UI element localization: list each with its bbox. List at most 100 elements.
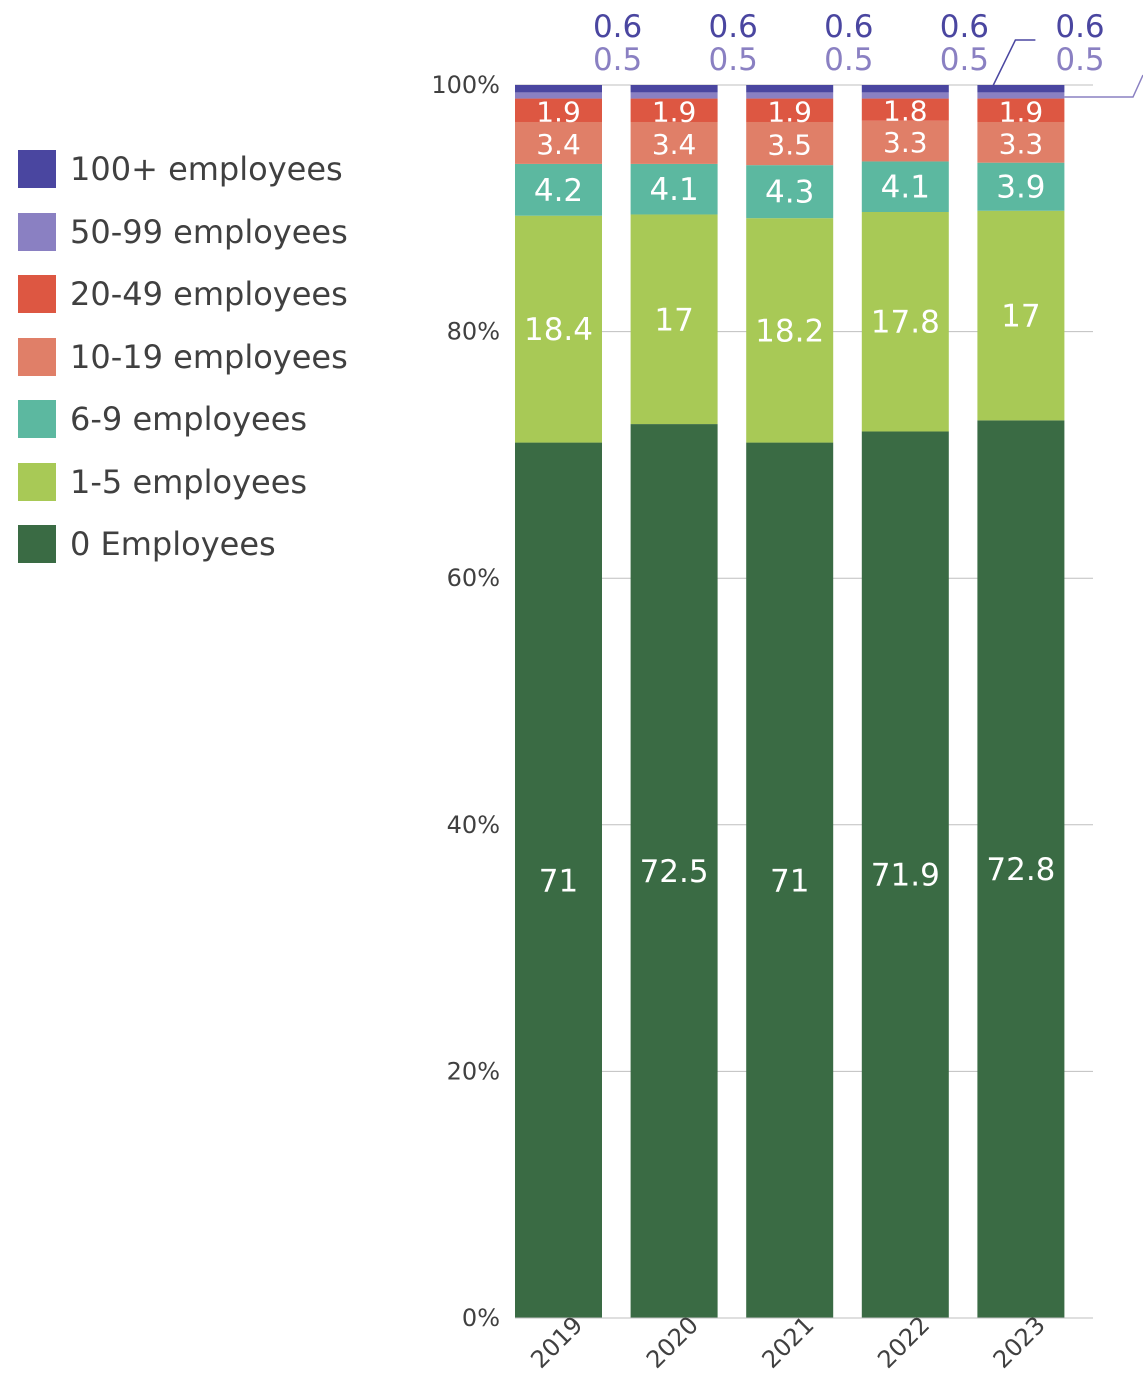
data-label: 0.5 <box>593 42 642 78</box>
data-label: 4.2 <box>534 173 583 209</box>
legend-swatch <box>18 337 56 376</box>
bar-segment <box>977 121 1065 163</box>
leader-line <box>991 39 1036 88</box>
legend-swatch <box>18 212 56 251</box>
data-label: 4.1 <box>881 170 930 206</box>
data-label: 0.5 <box>709 42 758 78</box>
data-label: 3.5 <box>767 129 812 162</box>
bar-segment <box>515 121 602 164</box>
bar-segment <box>515 163 602 216</box>
data-label: 71.9 <box>871 858 940 894</box>
data-label: 0.6 <box>709 9 758 45</box>
bar-segment <box>630 98 718 122</box>
data-label: 3.9 <box>996 170 1045 206</box>
y-tick-label: 100% <box>431 71 500 99</box>
bar-segment <box>861 211 949 432</box>
legend-label: 6-9 employees <box>70 400 308 439</box>
bar-segment <box>746 98 834 122</box>
data-label: 0.6 <box>593 9 642 45</box>
legend-item: 0 Employees <box>18 513 348 576</box>
legend-label: 10-19 employees <box>70 337 348 376</box>
bar-segment <box>861 98 949 121</box>
legend-item: 6-9 employees <box>18 388 348 451</box>
data-label: 0.6 <box>824 9 873 45</box>
data-label: 4.3 <box>765 175 814 211</box>
legend-swatch <box>18 462 56 501</box>
legend-label: 100+ employees <box>70 150 343 189</box>
bar-segment <box>977 162 1065 211</box>
data-label: 18.2 <box>755 313 824 349</box>
data-label: 72.8 <box>986 852 1055 888</box>
x-tick-label: 2020 <box>641 1311 704 1374</box>
y-tick-label: 0% <box>462 1304 500 1332</box>
bar-segment <box>515 98 602 122</box>
bar-segment <box>746 218 834 443</box>
bar-segment <box>630 424 718 1318</box>
y-tick-label: 60% <box>447 564 500 592</box>
legend-swatch <box>18 400 56 439</box>
x-tick-label: 2021 <box>757 1311 820 1374</box>
data-label: 1.9 <box>652 95 697 128</box>
bar-segment <box>630 121 718 164</box>
data-label: 17 <box>654 302 693 338</box>
data-label: 1.8 <box>883 95 928 128</box>
y-tick-label: 20% <box>447 1057 500 1085</box>
data-label: 3.4 <box>652 128 697 161</box>
bar-segment <box>515 92 602 99</box>
x-tick-label: 2022 <box>872 1311 935 1374</box>
data-label: 71 <box>770 863 809 899</box>
data-label: 0.6 <box>1055 9 1104 45</box>
legend-label: 20-49 employees <box>70 275 348 314</box>
y-tick-label: 80% <box>447 318 500 346</box>
data-label: 17 <box>1001 299 1040 335</box>
chart-legend: 100+ employees 50-99 employees 20-49 emplo… <box>18 138 348 576</box>
legend-item: 20-49 employees <box>18 263 348 326</box>
bar-segment <box>515 215 602 443</box>
bar-segment <box>861 85 949 93</box>
bar-segment <box>977 92 1065 99</box>
legend-item: 10-19 employees <box>18 326 348 389</box>
bar-segment <box>746 442 834 1318</box>
leader-line <box>1064 74 1143 98</box>
legend-item: 1-5 employees <box>18 451 348 514</box>
bar-segment <box>861 161 949 212</box>
bar-segment <box>630 92 718 99</box>
bar-segment <box>977 420 1065 1319</box>
data-label: 3.4 <box>536 128 581 161</box>
data-label: 71 <box>539 863 578 899</box>
legend-swatch <box>18 525 56 564</box>
legend-item: 50-99 employees <box>18 201 348 264</box>
data-label: 18.4 <box>524 312 593 348</box>
data-label: 4.1 <box>649 172 698 208</box>
legend-label: 0 Employees <box>70 525 276 564</box>
data-label: 1.9 <box>536 95 581 128</box>
bar-segment <box>746 92 834 99</box>
bar-segment <box>515 85 602 93</box>
bar-segment <box>630 85 718 93</box>
data-label: 0.6 <box>940 9 989 45</box>
data-label: 3.3 <box>883 126 928 159</box>
bar-segment <box>746 85 834 93</box>
bar-segment <box>630 163 718 215</box>
data-label: 1.9 <box>767 95 812 128</box>
bar-segment <box>861 92 949 99</box>
data-label: 72.5 <box>640 854 709 890</box>
bar-segment <box>977 210 1065 421</box>
data-label: 17.8 <box>871 305 940 341</box>
legend-swatch <box>18 275 56 314</box>
data-label: 0.5 <box>824 42 873 78</box>
bar-segment <box>977 85 1065 93</box>
bar-segment <box>630 214 718 425</box>
legend-swatch <box>18 150 56 189</box>
bar-segment <box>746 121 834 166</box>
data-label: 0.5 <box>940 42 989 78</box>
data-label: 1.9 <box>999 95 1044 128</box>
bar-segment <box>861 120 949 162</box>
x-tick-label: 2023 <box>988 1311 1051 1374</box>
x-tick-label: 2019 <box>525 1311 588 1374</box>
bar-segment <box>515 442 602 1318</box>
data-label: 0.5 <box>1055 42 1104 78</box>
bar-segment <box>861 431 949 1318</box>
y-tick-label: 40% <box>447 811 500 839</box>
